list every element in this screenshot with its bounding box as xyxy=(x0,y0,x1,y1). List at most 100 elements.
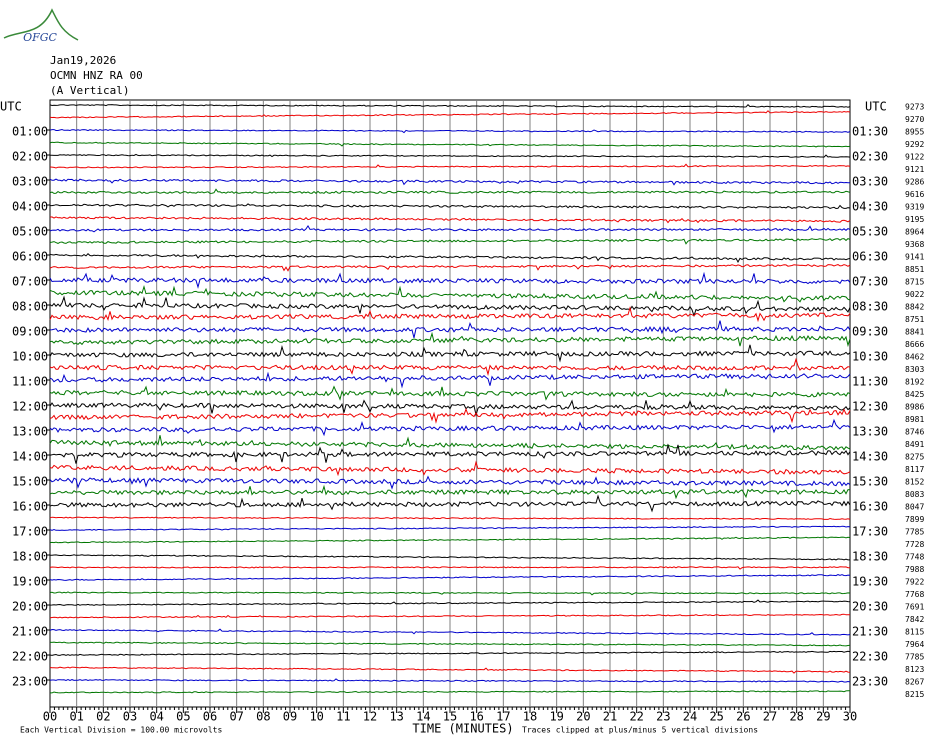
x-tick-label: 02 xyxy=(96,710,110,724)
right-hour-label: 13:30 xyxy=(852,425,888,439)
trace-offset: 9319 xyxy=(905,203,924,212)
trace-offset: 9022 xyxy=(905,290,924,299)
x-tick-label: 24 xyxy=(683,710,697,724)
trace-offset: 9368 xyxy=(905,240,924,249)
right-hour-label: 03:30 xyxy=(852,175,888,189)
logo-curve xyxy=(3,8,79,41)
right-hour-label: 14:30 xyxy=(852,450,888,464)
seismic-trace xyxy=(49,666,851,674)
left-hour-label: 21:00 xyxy=(12,625,48,639)
left-hour-label: 03:00 xyxy=(12,175,48,189)
right-hour-label: 15:30 xyxy=(852,475,888,489)
seismic-trace xyxy=(49,264,851,272)
left-hour-label: 05:00 xyxy=(12,225,48,239)
right-hour-label: 10:30 xyxy=(852,350,888,364)
left-hour-label: 14:00 xyxy=(12,450,48,464)
trace-offset: 9292 xyxy=(905,140,924,149)
trace-offset: 9273 xyxy=(905,103,924,112)
left-hour-label: 10:00 xyxy=(12,350,48,364)
trace-offset: 7785 xyxy=(905,653,924,662)
component: (A Vertical) xyxy=(50,84,129,97)
seismic-trace xyxy=(50,690,850,694)
left-hour-label: 09:00 xyxy=(12,325,48,339)
seismic-trace xyxy=(49,110,851,119)
seismic-trace xyxy=(49,271,851,289)
right-hour-label: 01:30 xyxy=(852,125,888,139)
seismic-trace xyxy=(49,284,851,303)
trace-offset: 8715 xyxy=(905,278,924,287)
seismic-trace xyxy=(49,418,851,437)
right-axis-title: UTC xyxy=(865,100,887,114)
x-tick-label: 20 xyxy=(576,710,590,724)
left-hour-label: 22:00 xyxy=(12,650,48,664)
right-hour-label: 21:30 xyxy=(852,625,888,639)
seismic-trace xyxy=(49,344,851,363)
right-hour-label: 02:30 xyxy=(852,150,888,164)
seismic-trace xyxy=(49,484,851,500)
seismic-trace xyxy=(49,566,850,570)
trace-offset: 7988 xyxy=(905,565,924,574)
trace-offset: 7922 xyxy=(905,578,924,587)
trace-offset: 8275 xyxy=(905,453,924,462)
logo: OFGC xyxy=(23,31,57,44)
trace-offset: 8083 xyxy=(905,490,924,499)
seismic-trace xyxy=(49,399,851,417)
trace-offset: 8152 xyxy=(905,478,924,487)
left-hour-label: 07:00 xyxy=(12,275,48,289)
right-hour-label: 09:30 xyxy=(852,325,888,339)
trace-offset: 7964 xyxy=(905,640,924,649)
seismic-trace xyxy=(49,141,851,148)
seismic-trace xyxy=(49,331,851,348)
x-tick-label: 13 xyxy=(389,710,403,724)
right-hour-label: 12:30 xyxy=(852,400,888,414)
right-hour-label: 05:30 xyxy=(852,225,888,239)
left-hour-label: 01:00 xyxy=(12,125,48,139)
x-tick-label: 22 xyxy=(629,710,643,724)
x-tick-label: 10 xyxy=(309,710,323,724)
seismic-trace xyxy=(49,295,851,318)
x-tick-label: 12 xyxy=(363,710,377,724)
right-hour-label: 22:30 xyxy=(852,650,888,664)
x-tick-label: 07 xyxy=(229,710,243,724)
seismic-trace xyxy=(49,435,851,451)
division-note: Each Vertical Division = 100.00 microvol… xyxy=(20,726,222,735)
x-tick-label: 15 xyxy=(443,710,457,724)
trace-offset: 9616 xyxy=(905,190,924,199)
left-hour-label: 04:00 xyxy=(12,200,48,214)
right-hour-label: 06:30 xyxy=(852,250,888,264)
left-hour-label: 11:00 xyxy=(12,375,48,389)
right-hour-label: 08:30 xyxy=(852,300,888,314)
station: OCMN HNZ RA 00 xyxy=(50,69,143,82)
seismic-trace xyxy=(49,536,851,544)
seismic-trace xyxy=(49,407,851,424)
x-tick-label: 05 xyxy=(176,710,190,724)
trace-offset: 9286 xyxy=(905,178,924,187)
left-hour-label: 12:00 xyxy=(12,400,48,414)
seismic-trace xyxy=(49,599,851,606)
x-tick-label: 06 xyxy=(203,710,217,724)
trace-offset: 8491 xyxy=(905,440,924,449)
trace-offset: 8666 xyxy=(905,340,924,349)
left-hour-label: 18:00 xyxy=(12,550,48,564)
seismic-trace xyxy=(49,591,851,596)
x-tick-label: 09 xyxy=(283,710,297,724)
right-hour-label: 23:30 xyxy=(852,675,888,689)
seismic-trace xyxy=(49,128,851,134)
seismic-trace xyxy=(49,357,851,377)
date: Jan19,2026 xyxy=(50,54,116,67)
seismic-trace xyxy=(49,516,851,520)
x-tick-label: 27 xyxy=(763,710,777,724)
trace-offset: 8841 xyxy=(905,328,924,337)
x-tick-label: 01 xyxy=(69,710,83,724)
right-hour-label: 18:30 xyxy=(852,550,888,564)
trace-offset: 7768 xyxy=(905,590,924,599)
seismic-trace xyxy=(49,103,851,108)
seismic-trace xyxy=(49,238,851,245)
right-hour-label: 17:30 xyxy=(852,525,888,539)
seismic-trace xyxy=(49,188,851,194)
trace-offset: 8462 xyxy=(905,353,924,362)
seismic-trace xyxy=(49,613,850,619)
left-hour-label: 17:00 xyxy=(12,525,48,539)
